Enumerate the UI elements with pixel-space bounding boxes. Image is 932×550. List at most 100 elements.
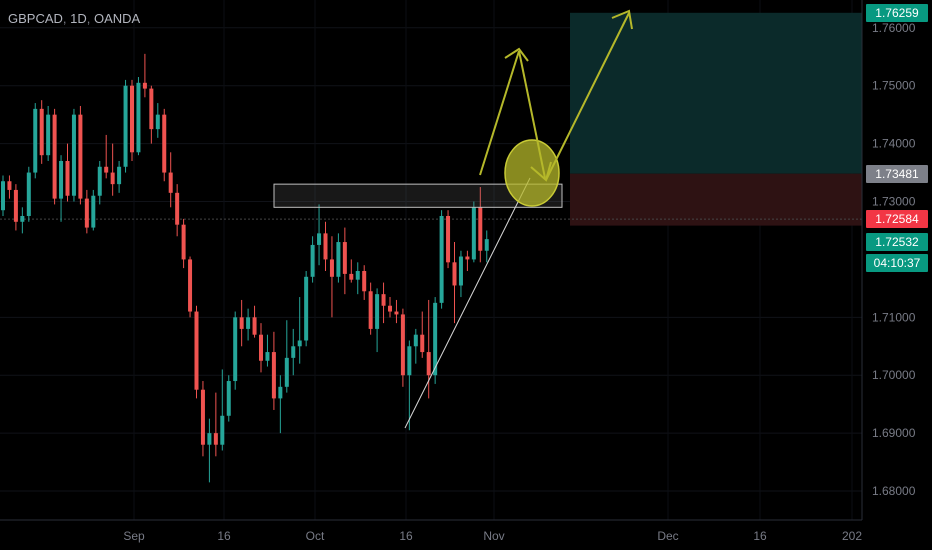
price-axis-label-3: 1.73000 [872, 195, 916, 209]
candle-0 [1, 175, 5, 216]
candle-37 [239, 299, 244, 347]
candle-63 [407, 340, 412, 431]
candle-27 [175, 184, 180, 237]
arrow-down [518, 50, 546, 179]
candle-51 [329, 236, 334, 318]
candle-10 [65, 143, 70, 202]
symbol-name: GBPCAD [8, 11, 63, 26]
time-axis-labels[interactable]: Sep 16 Oct 16 Nov Dec 16 202 [123, 529, 862, 543]
price-axis-label-1: 1.75000 [872, 79, 916, 93]
highlight-circle[interactable] [504, 139, 560, 207]
bar-countdown-tag: 04:10:37 [866, 254, 928, 272]
price-axis-label-7: 1.68000 [872, 484, 916, 498]
arrow-up-2 [545, 12, 630, 181]
candle-47 [304, 271, 309, 347]
candle-62 [400, 308, 405, 387]
candle-12 [78, 105, 83, 205]
candle-44 [284, 320, 289, 393]
price-axis-label-2: 1.74000 [872, 137, 916, 151]
symbol-exchange: OANDA [94, 11, 141, 26]
candle-26 [168, 152, 173, 208]
candle-55 [355, 262, 360, 295]
candle-65 [420, 311, 425, 358]
time-axis-label-2: Oct [306, 529, 325, 543]
candle-74 [478, 187, 483, 263]
candle-13 [84, 189, 89, 234]
arrow-up-1 [479, 50, 520, 176]
candle-15 [97, 160, 102, 205]
candle-2 [13, 184, 18, 231]
stop-price-tag: 1.72584 [866, 209, 928, 228]
candle-22 [142, 53, 147, 98]
candle-16 [104, 134, 109, 179]
symbol-interval: 1D [70, 11, 87, 26]
candle-19 [123, 79, 128, 173]
time-axis-label-6: 16 [753, 529, 767, 543]
candle-50 [323, 221, 328, 272]
candle-53 [342, 227, 347, 295]
candle-39 [252, 305, 257, 338]
candle-52 [336, 233, 341, 283]
candle-3 [20, 207, 25, 234]
candle-11 [71, 108, 76, 202]
time-axis-label-0: Sep [123, 529, 145, 543]
candle-23 [149, 85, 154, 144]
time-axis-label-3: 16 [399, 529, 413, 543]
candle-5 [33, 103, 38, 179]
price-axis-label-0: 1.76000 [872, 21, 916, 35]
support-trendline[interactable] [404, 177, 531, 429]
arrow-up-1-head [504, 47, 529, 62]
candle-18 [117, 160, 122, 193]
candle-41 [265, 334, 270, 367]
candle-48 [310, 236, 315, 283]
candle-46 [297, 297, 302, 364]
candle-17 [110, 143, 115, 196]
candle-73 [471, 201, 476, 263]
candle-20 [130, 79, 134, 161]
candle-33 [213, 392, 218, 457]
candle-8 [52, 108, 57, 205]
price-axis-label-6: 1.69000 [872, 426, 916, 440]
resistance-zone[interactable] [273, 183, 563, 208]
candle-1 [7, 175, 12, 199]
candle-60 [388, 297, 392, 318]
candle-36 [233, 311, 238, 390]
candle-35 [226, 375, 231, 422]
candle-40 [259, 323, 263, 373]
candle-71 [458, 250, 463, 298]
profit-zone [570, 12, 862, 174]
candle-56 [362, 265, 367, 300]
candle-38 [246, 308, 251, 341]
candles [1, 53, 489, 483]
candle-68 [439, 210, 444, 309]
candle-58 [375, 288, 380, 353]
candle-25 [162, 108, 167, 182]
price-axis-label-4: 1.71000 [872, 310, 916, 324]
price-axis-labels[interactable]: 1.76000 1.75000 1.74000 1.73000 1.71000 1.700… [872, 21, 916, 498]
time-axis-label-5: Dec [657, 529, 678, 543]
time-axis-label-7: 202 [842, 529, 862, 543]
candle-61 [394, 299, 399, 324]
candle-59 [381, 282, 386, 324]
projection-arrows[interactable] [479, 9, 633, 182]
current-price-tag: 1.72532 [866, 233, 928, 251]
candle-72 [465, 250, 470, 272]
candle-24 [155, 103, 160, 138]
arrow-up-2-head [611, 9, 633, 30]
candle-67 [433, 297, 438, 384]
candle-6 [39, 100, 44, 164]
candle-9 [59, 155, 64, 222]
symbol-header[interactable]: GBPCAD, 1D, OANDA [8, 11, 141, 26]
candle-31 [200, 381, 205, 457]
candle-14 [91, 189, 96, 231]
candle-66 [426, 299, 431, 399]
candle-43 [278, 375, 283, 434]
candle-32 [207, 418, 212, 483]
candle-69 [446, 210, 451, 269]
candle-70 [452, 242, 457, 324]
candle-45 [291, 328, 296, 376]
candle-4 [26, 166, 31, 222]
candle-30 [194, 305, 199, 399]
entry-price-tag: 1.73481 [866, 164, 928, 183]
